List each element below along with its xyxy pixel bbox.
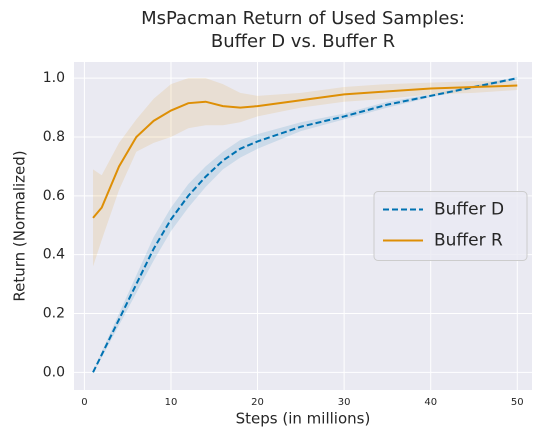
y-tick-label: 0.0 [43, 364, 65, 380]
y-tick-label: 0.8 [43, 129, 65, 145]
legend-label: Buffer R [434, 231, 503, 251]
y-tick-label: 0.2 [43, 306, 65, 322]
chart-title: Buffer D vs. Buffer R [211, 31, 395, 52]
x-axis-label: Steps (in millions) [236, 410, 371, 428]
y-tick-label: 0.4 [43, 247, 65, 263]
chart-title: MsPacman Return of Used Samples: [141, 8, 465, 29]
line [92, 77, 518, 373]
confidence-band [93, 78, 518, 267]
x-tick-label: 20 [251, 397, 264, 408]
line [92, 84, 518, 219]
x-tick-label: 40 [424, 397, 437, 408]
x-tick-label: 50 [511, 397, 524, 408]
x-tick-label: 0 [81, 397, 87, 408]
marks [92, 76, 518, 373]
x-tick-label: 30 [338, 397, 351, 408]
legend: Buffer D Buffer R [373, 191, 528, 261]
x-tick-label: 10 [165, 397, 178, 408]
y-tick-label: 0.6 [43, 188, 65, 204]
y-axis-label: Return (Normalized) [11, 150, 29, 301]
y-tick-label: 1.0 [43, 70, 65, 86]
legend-label: Buffer D [434, 200, 504, 220]
